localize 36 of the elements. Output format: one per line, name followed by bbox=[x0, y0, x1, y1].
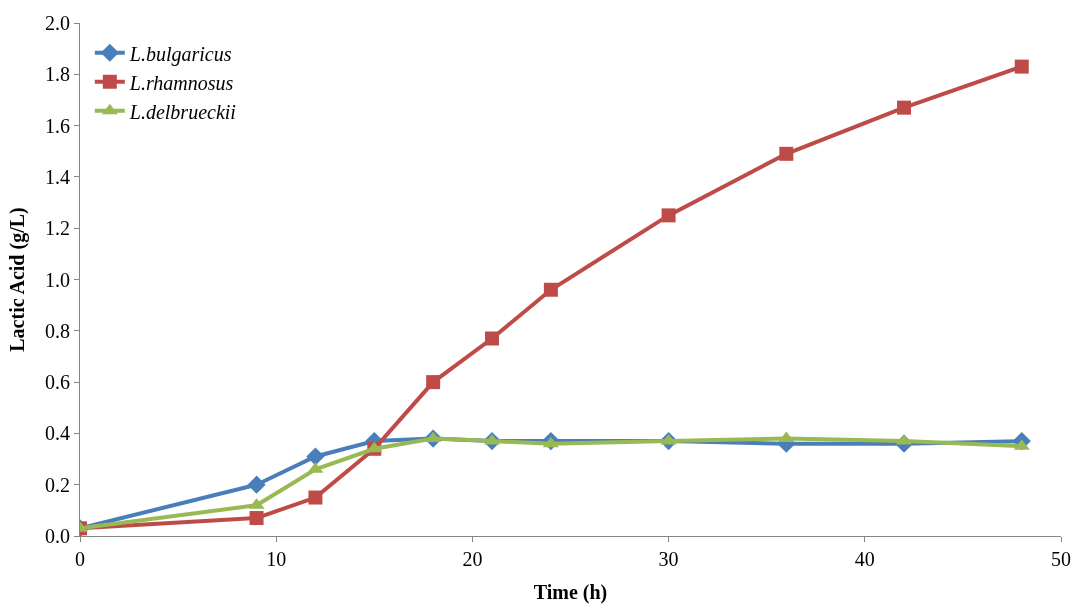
y-tick-label: 1.8 bbox=[45, 63, 70, 86]
legend-label: L.delbrueckii bbox=[128, 100, 236, 123]
point bbox=[543, 282, 558, 297]
y-tick-label: 0.8 bbox=[45, 319, 70, 342]
x-axis-title: Time (h) bbox=[533, 580, 608, 604]
point bbox=[779, 146, 794, 161]
point bbox=[308, 490, 323, 505]
x-tick-label: 10 bbox=[266, 548, 287, 570]
point bbox=[485, 331, 500, 346]
point bbox=[425, 431, 442, 443]
point bbox=[661, 208, 676, 223]
y-tick-label: 0.4 bbox=[45, 422, 70, 445]
y-tick-label: 0.6 bbox=[45, 371, 70, 394]
y-axis-title: Lactic Acid (g/L) bbox=[5, 207, 29, 352]
y-tick-label: 1.0 bbox=[45, 268, 70, 291]
y-tick-label: 2.0 bbox=[45, 12, 70, 34]
point bbox=[1014, 59, 1029, 74]
point bbox=[778, 431, 795, 443]
point bbox=[426, 375, 441, 390]
x-tick-label: 50 bbox=[1051, 548, 1071, 570]
y-tick-label: 1.6 bbox=[45, 114, 70, 137]
point bbox=[897, 100, 912, 115]
y-tick-label: 1.4 bbox=[45, 165, 70, 188]
point bbox=[249, 511, 264, 526]
legend-label: L.rhamnosus bbox=[128, 71, 234, 94]
point bbox=[306, 447, 325, 466]
x-tick-label: 0 bbox=[75, 548, 85, 570]
y-tick-label: 0.2 bbox=[45, 473, 70, 496]
x-tick-label: 20 bbox=[462, 548, 483, 570]
point bbox=[542, 436, 559, 448]
x-tick-label: 30 bbox=[658, 548, 679, 570]
legend-label: L.bulgaricus bbox=[128, 42, 232, 66]
point bbox=[247, 475, 266, 494]
x-tick-label: 40 bbox=[854, 548, 875, 570]
y-tick-label: 0.0 bbox=[45, 525, 70, 547]
y-tick-label: 1.2 bbox=[45, 217, 70, 240]
